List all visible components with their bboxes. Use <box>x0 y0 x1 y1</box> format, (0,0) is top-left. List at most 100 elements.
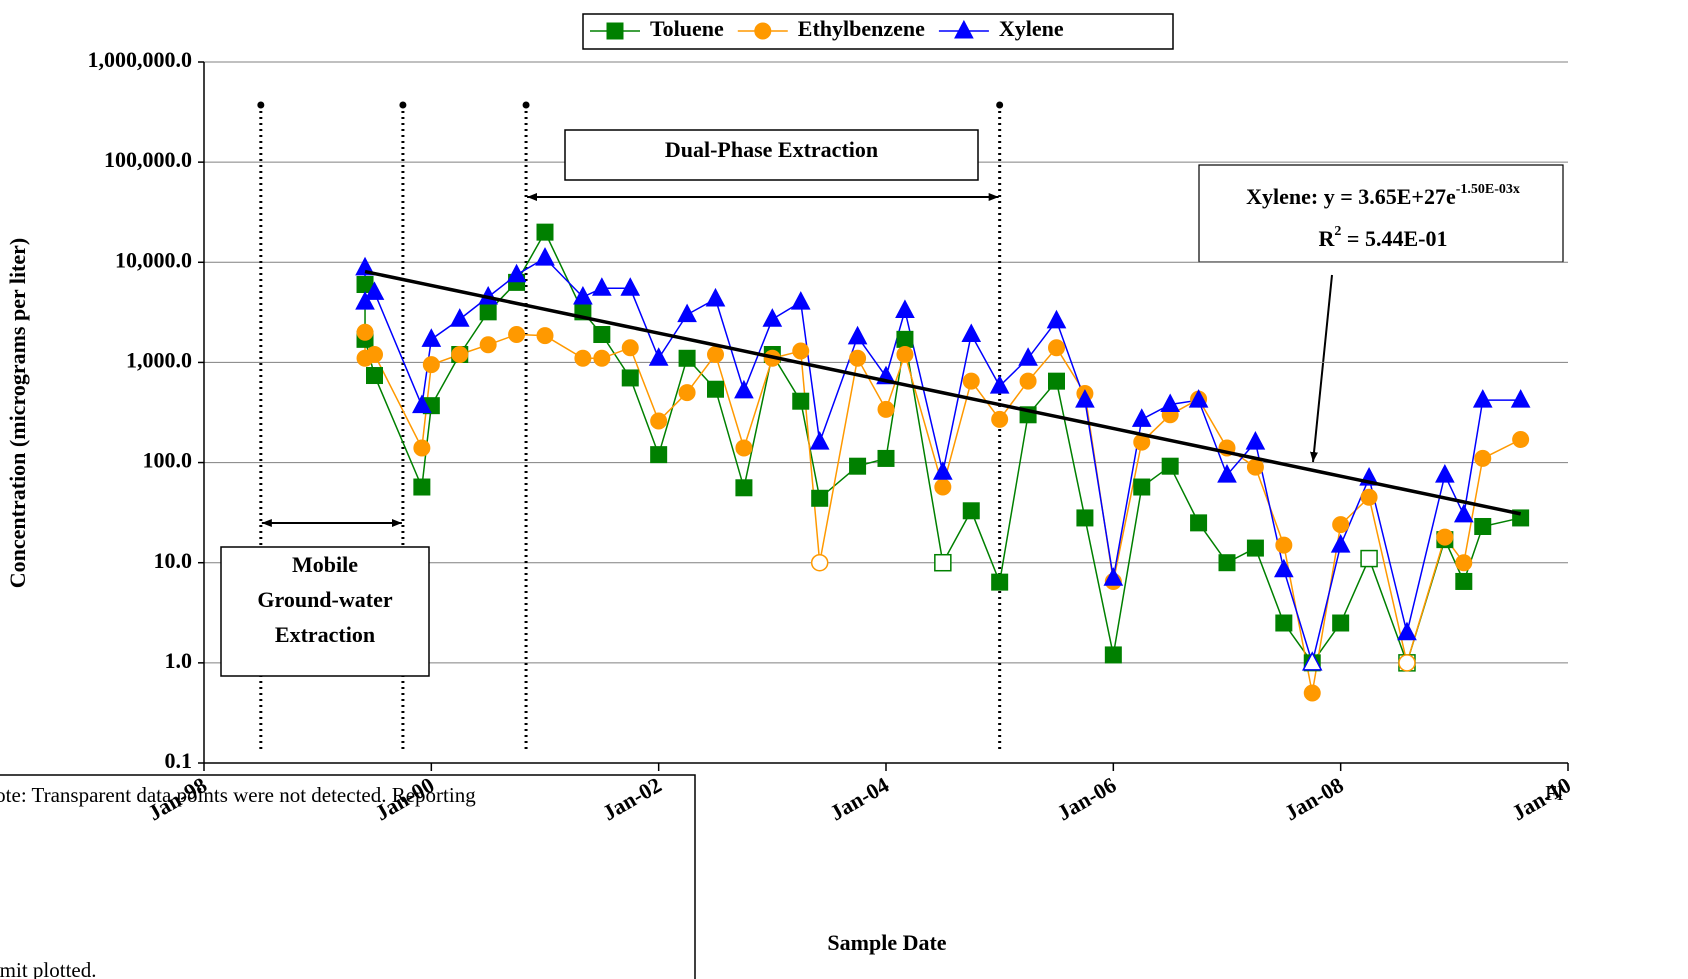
marker-triangle <box>762 308 783 327</box>
phase-label: Mobile <box>292 552 358 577</box>
marker-triangle <box>1435 464 1455 483</box>
callout-arrow <box>1310 274 1333 463</box>
marker-circle <box>678 384 696 402</box>
marker-square <box>1104 646 1122 664</box>
marker-square <box>811 489 829 507</box>
marker-triangle <box>1453 503 1474 523</box>
r2-power: 2 <box>1334 224 1341 239</box>
phase-boundary-dot <box>996 101 1004 109</box>
marker-triangle <box>1273 558 1294 578</box>
marker-triangle <box>1330 534 1351 553</box>
marker-triangle <box>535 247 555 266</box>
marker-circle <box>896 345 914 363</box>
marker-circle <box>366 345 383 363</box>
marker-circle <box>1048 339 1065 357</box>
marker-circle <box>934 478 952 496</box>
marker-triangle <box>954 19 974 39</box>
marker-square <box>1332 614 1350 632</box>
marker-triangle <box>620 277 641 296</box>
marker-triangle <box>573 285 593 305</box>
marker-square <box>1133 478 1151 496</box>
marker-square <box>479 303 497 321</box>
x-tick-label: Jan-08 <box>1280 772 1348 825</box>
marker-circle <box>792 342 810 360</box>
marker-square <box>792 392 810 410</box>
marker-triangle <box>1131 408 1152 427</box>
marker-square <box>678 349 696 367</box>
phase-box <box>220 546 430 677</box>
legend-item: Ethylbenzene <box>737 16 925 41</box>
trend-r2: R2 = 5.44E-01 <box>1319 224 1448 251</box>
marker-triangle <box>1046 309 1067 329</box>
marker-circle <box>1436 528 1454 546</box>
phase-box <box>564 129 979 181</box>
series-line <box>364 257 1521 666</box>
marker-square <box>1218 554 1236 572</box>
marker-circle <box>356 323 374 341</box>
marker-circle <box>1398 654 1416 672</box>
marker-square <box>1360 549 1378 568</box>
marker-circle <box>1360 488 1378 506</box>
marker-triangle <box>1075 389 1095 408</box>
marker-circle <box>707 345 724 363</box>
corner-text: FI <box>1545 781 1564 805</box>
marker-circle <box>754 22 772 40</box>
legend-item: Toluene <box>590 16 724 41</box>
marker-circle <box>1474 449 1492 467</box>
marker-square <box>934 553 952 572</box>
marker-circle <box>962 372 980 390</box>
marker-circle <box>422 356 440 374</box>
marker-triangle <box>734 379 754 399</box>
marker-square <box>1246 539 1264 557</box>
y-axis-title: Concentration (micrograms per liter) <box>5 238 30 588</box>
marker-triangle <box>895 299 915 319</box>
marker-triangle <box>412 394 432 414</box>
marker-triangle <box>1188 389 1209 408</box>
marker-triangle <box>790 291 811 310</box>
marker-triangle <box>1397 621 1417 641</box>
marker-square <box>413 478 431 496</box>
marker-triangle <box>355 291 375 310</box>
marker-circle <box>479 336 497 354</box>
marker-square <box>593 326 611 344</box>
marker-square <box>1048 372 1065 390</box>
marker-square <box>1275 614 1293 632</box>
marker-triangle <box>1472 389 1493 408</box>
marker-circle <box>810 553 829 572</box>
marker-triangle <box>847 325 868 345</box>
marker-triangle <box>1160 393 1181 413</box>
marker-square <box>896 330 914 348</box>
x-tick-label: Jan-06 <box>1053 772 1121 825</box>
marker-square <box>1161 457 1179 475</box>
marker-triangle <box>648 347 669 366</box>
marker-triangle <box>421 328 442 347</box>
marker-triangle <box>1302 651 1323 671</box>
marker-square <box>621 369 639 387</box>
equation-text: Xylene: y = 3.65E+27e <box>1246 184 1456 209</box>
marker-circle <box>1332 516 1350 534</box>
marker-square <box>1076 509 1094 527</box>
equation-exponent: -1.50E-03x <box>1456 182 1520 197</box>
legend-label: Toluene <box>650 16 724 41</box>
marker-circle <box>536 327 554 345</box>
series-line <box>364 230 1521 666</box>
marker-circle <box>574 349 592 367</box>
x-axis-title: Sample Date <box>827 930 946 955</box>
phase-boundary-dot <box>399 101 407 109</box>
marker-triangle <box>989 375 1010 394</box>
y-tick-label: 1,000.0 <box>126 347 192 372</box>
note-line: limit plotted. <box>0 958 97 979</box>
legend-label: Xylene <box>999 16 1064 41</box>
marker-triangle <box>1103 567 1124 586</box>
marker-square <box>650 446 668 464</box>
marker-circle <box>621 339 639 357</box>
marker-circle <box>650 412 668 430</box>
r2-text: = 5.44E-01 <box>1341 226 1447 251</box>
y-tick-label: 10,000.0 <box>115 247 192 272</box>
marker-triangle <box>355 256 375 276</box>
marker-circle <box>508 326 526 344</box>
marker-triangle <box>933 461 953 480</box>
marker-triangle <box>1217 464 1237 483</box>
marker-circle <box>735 439 753 457</box>
marker-square <box>1455 572 1473 590</box>
